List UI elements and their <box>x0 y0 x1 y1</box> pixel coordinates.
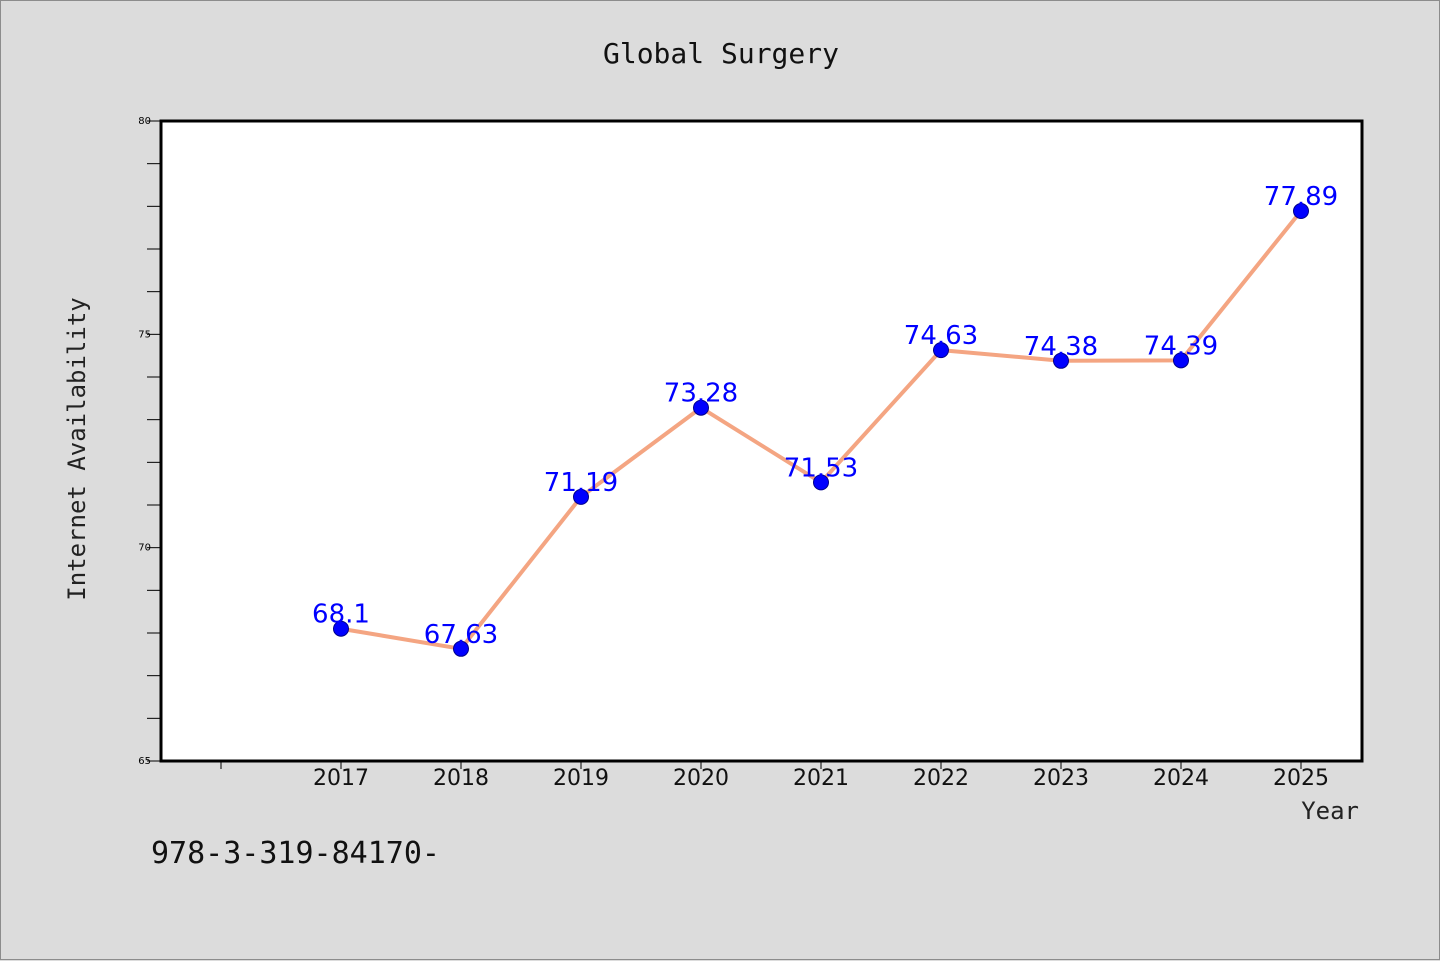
x-tick-label: 2017 <box>313 766 369 791</box>
data-point <box>1293 203 1309 220</box>
data-label: 67.63 <box>424 620 498 650</box>
data-point <box>813 474 829 491</box>
data-label: 71.19 <box>544 468 618 498</box>
data-point <box>933 342 949 359</box>
data-label: 74.39 <box>1144 331 1218 361</box>
plot-area <box>159 119 1364 763</box>
data-point <box>1053 352 1069 369</box>
data-point <box>1173 352 1189 369</box>
y-tick-label: 80 <box>138 116 151 127</box>
series-layer: 68.1 67.63 71.19 73.28 71.53 74.63 74.38 74.39 7… <box>312 182 1338 657</box>
x-tick-label: 2018 <box>433 766 489 791</box>
data-point <box>693 399 709 416</box>
data-point <box>333 620 349 637</box>
data-label: 77.89 <box>1264 182 1338 212</box>
data-point <box>573 488 589 505</box>
x-axis-ticks: 2017 2018 2019 2020 2021 2022 2023 2024 2025 <box>220 761 1329 791</box>
y-tick-label: 75 <box>138 329 151 340</box>
x-axis-label: Year <box>1301 797 1359 825</box>
data-point <box>453 640 469 657</box>
y-axis-ticks: 65 70 75 80 <box>138 116 161 767</box>
x-tick-label: 2023 <box>1033 766 1089 791</box>
y-tick-label: 65 <box>138 756 151 767</box>
x-tick-label: 2019 <box>553 766 609 791</box>
data-label: 71.53 <box>784 453 858 483</box>
x-tick-label: 2020 <box>673 766 729 791</box>
data-label: 74.63 <box>904 321 978 351</box>
x-tick-label: 2024 <box>1153 766 1209 791</box>
data-label: 73.28 <box>664 379 738 409</box>
data-label: 74.38 <box>1024 332 1098 362</box>
x-tick-label: 2025 <box>1273 766 1329 791</box>
chart-title: Global Surgery <box>602 37 839 70</box>
data-label: 68.1 <box>312 600 370 630</box>
y-tick-label: 70 <box>138 543 151 554</box>
footer-isbn-text: 978-3-319-84170- <box>151 836 440 871</box>
x-tick-label: 2021 <box>793 766 849 791</box>
x-tick-label: 2022 <box>913 766 969 791</box>
